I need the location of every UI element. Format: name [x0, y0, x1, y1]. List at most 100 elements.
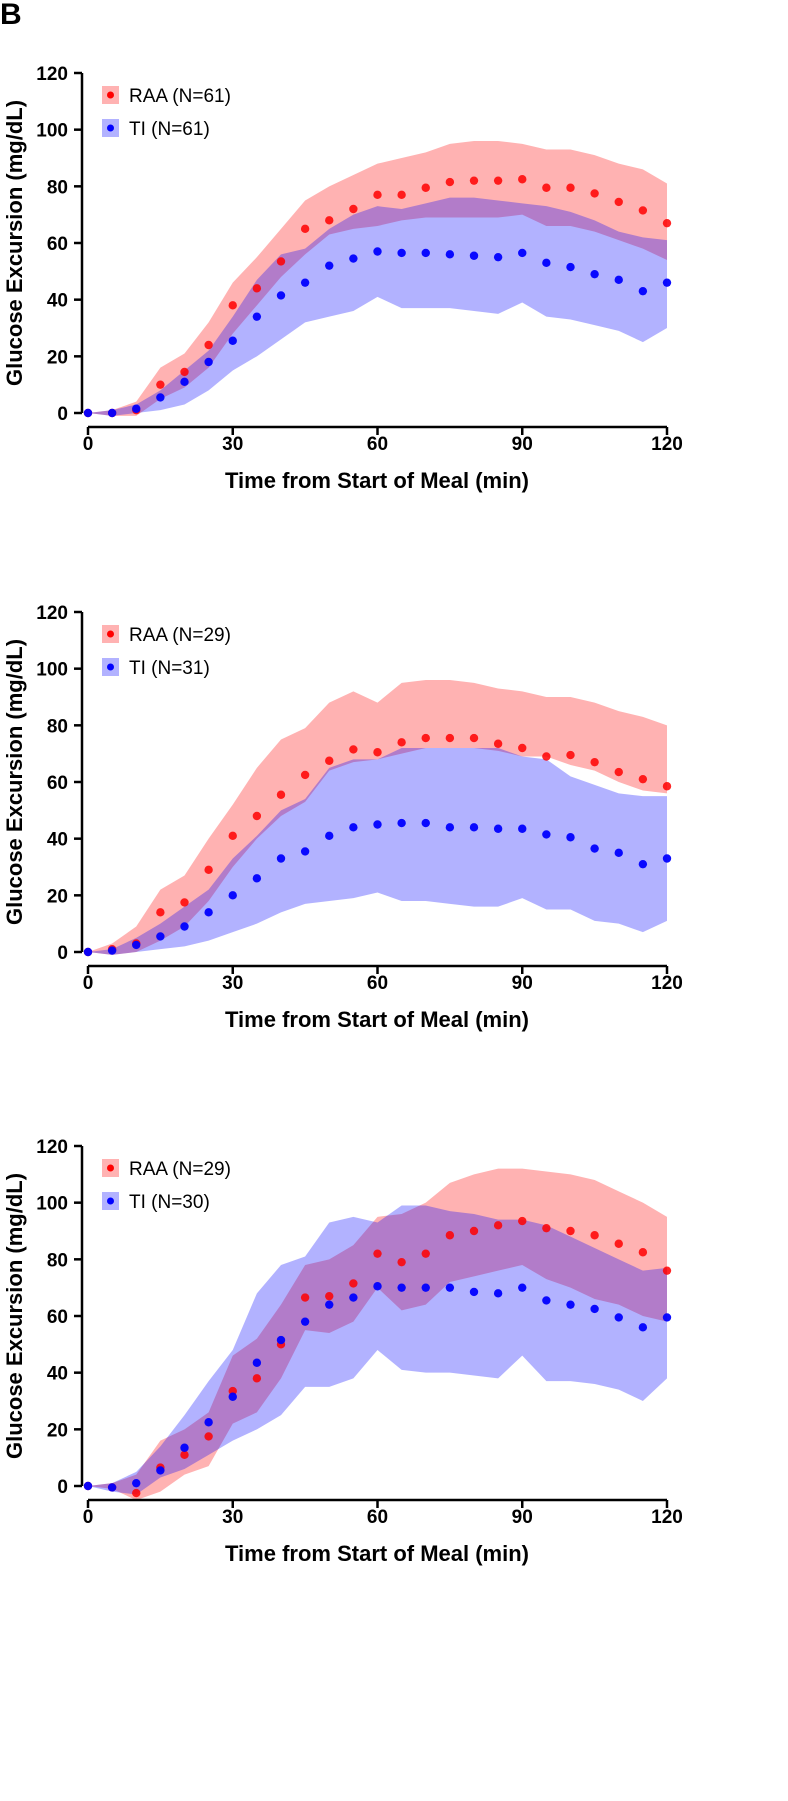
confidence-band-raa — [88, 141, 667, 416]
y-axis-title: Glucose Excursion (mg/dL) — [2, 639, 27, 925]
data-point-raa — [252, 1374, 262, 1383]
data-point-raa — [397, 738, 406, 747]
x-tick-label: 0 — [83, 1507, 94, 1528]
data-point-ti — [421, 818, 430, 828]
y-tick-label: 40 — [47, 1364, 68, 1385]
legend-label: RAA (N=29) — [129, 625, 231, 646]
data-point-raa — [590, 1231, 599, 1240]
data-point-raa — [662, 218, 672, 228]
y-tick-label: 20 — [47, 1420, 68, 1441]
y-tick-label: 120 — [36, 64, 68, 85]
data-point-raa — [614, 1239, 623, 1248]
legend-label: RAA (N=29) — [129, 1159, 231, 1180]
data-point-raa — [300, 770, 310, 780]
data-point-ti — [83, 947, 93, 957]
y-tick-label: 120 — [36, 1137, 68, 1158]
data-point-ti — [325, 831, 334, 841]
data-point-raa — [469, 1226, 479, 1236]
data-point-ti — [445, 250, 455, 259]
data-point-raa — [638, 774, 648, 784]
chart-panel-2: 0 20 40 60 80 100 120 0 30 60 90 120 Time from Start… — [2, 603, 683, 1032]
data-point-raa — [421, 183, 430, 192]
data-point-raa — [662, 1266, 672, 1275]
legend-item-raa: RAA (N=61) — [102, 86, 231, 107]
data-point-ti — [518, 248, 527, 258]
y-tick-label: 100 — [36, 1194, 68, 1215]
data-point-ti — [566, 262, 575, 272]
data-point-raa — [325, 216, 334, 225]
data-point-ti — [445, 1283, 455, 1292]
data-point-raa — [397, 1257, 406, 1267]
data-point-raa — [397, 190, 406, 200]
x-axis-title: Time from Start of Meal (min) — [225, 1541, 529, 1566]
x-tick-label: 60 — [367, 1507, 388, 1528]
data-point-ti — [132, 1478, 141, 1488]
data-point-ti — [204, 1418, 213, 1427]
data-point-raa — [638, 206, 648, 215]
data-point-ti — [252, 312, 262, 321]
data-point-raa — [566, 1226, 575, 1236]
data-point-ti — [132, 940, 141, 950]
data-point-ti — [156, 1466, 165, 1475]
data-point-raa — [518, 1216, 527, 1226]
data-point-ti — [325, 1300, 334, 1309]
data-point-raa — [638, 1248, 648, 1257]
data-point-raa — [493, 1221, 503, 1230]
data-point-raa — [542, 1223, 551, 1233]
data-point-ti — [469, 1287, 479, 1297]
data-point-ti — [373, 247, 382, 256]
y-tick-label: 0 — [57, 404, 68, 425]
data-point-ti — [325, 261, 334, 270]
data-point-raa — [493, 739, 503, 748]
data-point-raa — [204, 865, 213, 875]
data-point-raa — [325, 756, 334, 765]
data-point-ti — [349, 1293, 358, 1302]
data-point-ti — [590, 1304, 599, 1314]
chart-panel-3: 0 20 40 60 80 100 120 0 30 60 90 120 Time from Start… — [2, 1137, 683, 1566]
data-point-ti — [542, 258, 551, 268]
data-point-raa — [445, 177, 455, 187]
legend-item-ti: TI (N=31) — [102, 658, 210, 679]
data-point-ti — [373, 820, 382, 829]
data-point-raa — [542, 183, 551, 192]
data-point-ti — [204, 908, 213, 917]
y-tick-label: 40 — [47, 830, 68, 851]
legend-marker — [107, 124, 114, 132]
y-tick-label: 100 — [36, 121, 68, 142]
data-point-raa — [421, 1249, 430, 1258]
data-point-raa — [276, 790, 286, 799]
data-point-ti — [662, 854, 672, 863]
data-point-raa — [373, 1249, 382, 1258]
data-point-ti — [300, 847, 310, 856]
data-point-ti — [397, 1283, 406, 1292]
legend-item-ti: TI (N=30) — [102, 1192, 210, 1213]
x-tick-label: 60 — [367, 434, 388, 455]
legend-item-raa: RAA (N=29) — [102, 1159, 231, 1180]
legend-item-raa: RAA (N=29) — [102, 625, 231, 646]
x-tick-label: 90 — [512, 434, 533, 455]
data-point-ti — [228, 891, 237, 900]
y-tick-label: 20 — [47, 886, 68, 907]
data-point-ti — [107, 946, 117, 955]
legend-label: TI (N=61) — [129, 119, 210, 140]
data-point-raa — [300, 224, 310, 234]
data-point-raa — [276, 257, 286, 266]
data-point-ti — [156, 932, 165, 941]
data-point-ti — [518, 1283, 527, 1292]
data-point-raa — [180, 367, 189, 377]
legend-marker — [107, 1197, 114, 1205]
data-point-ti — [566, 1300, 575, 1309]
data-point-raa — [180, 898, 189, 907]
data-point-ti — [662, 1313, 672, 1322]
data-point-ti — [590, 844, 599, 853]
confidence-band-ti — [88, 197, 667, 416]
y-tick-label: 80 — [47, 1250, 68, 1271]
data-point-ti — [132, 404, 141, 413]
y-tick-label: 80 — [47, 177, 68, 198]
data-point-ti — [421, 1283, 430, 1292]
data-point-ti — [373, 1282, 382, 1291]
x-tick-label: 120 — [651, 434, 683, 455]
chart-panel-1: 0 20 40 60 80 100 120 0 30 60 90 120 Time from Start… — [2, 64, 683, 493]
legend-marker — [107, 630, 114, 638]
